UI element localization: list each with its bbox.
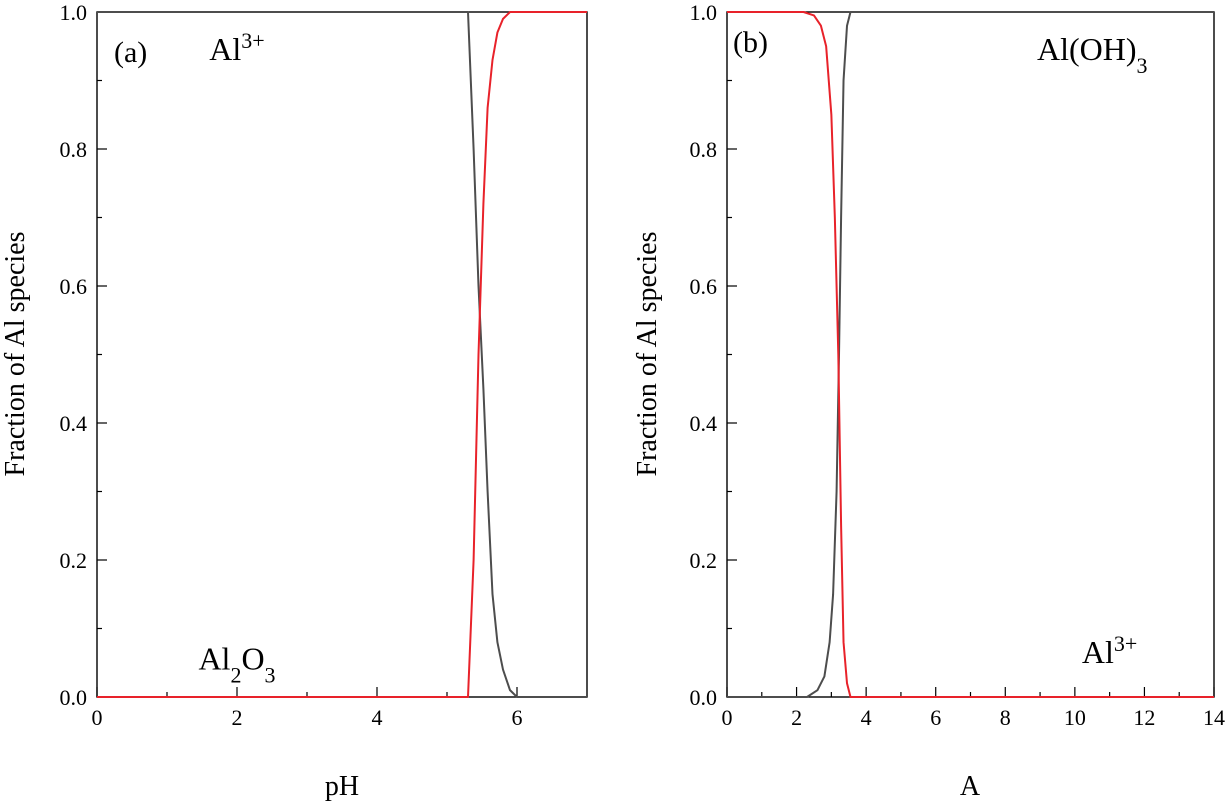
panel-b-lines: [727, 11, 1214, 698]
y-tick-label: 1.0: [690, 0, 718, 25]
panel-b-label: (b): [733, 26, 768, 59]
y-tick-label: 0.2: [60, 548, 88, 573]
x-tick-label: 14: [1203, 705, 1225, 730]
y-tick-label: 0.0: [690, 685, 718, 710]
panel-a-lines: [97, 11, 587, 698]
panel-a-label: (a): [114, 36, 147, 69]
x-tick-label: 12: [1133, 705, 1155, 730]
y-tick-label: 0.2: [690, 548, 718, 573]
series-line-0: [97, 11, 587, 698]
y-tick-label: 0.6: [690, 274, 718, 299]
panel-a-xlabel: pH: [325, 771, 359, 802]
x-tick-label: 4: [861, 705, 872, 730]
panel-a-ylabel: Fraction of Al species: [0, 232, 31, 477]
panel-a-frame: [96, 11, 588, 698]
panel-a-annotation-al3plus: Al3+: [209, 27, 264, 66]
x-tick-label: 4: [372, 705, 383, 730]
panel-a: 0 2 4 6 0.0 0.2 0.4 0.6 0.8 1.0 (a) Al3+ Al2O3 pH…: [0, 0, 588, 802]
panel-b: 0 2 4 6 8 10 12 14 0.0 0.2 0.4 0.6 0.8 1.0 (b) Al(OH)…: [632, 0, 1225, 802]
x-tick-label: 0: [92, 705, 103, 730]
x-tick-label: 6: [930, 705, 941, 730]
panel-b-ylabel: Fraction of Al species: [632, 232, 663, 477]
panel-b-annotation-al3plus: Al3+: [1082, 630, 1137, 670]
panel-b-ticks: 0 2 4 6 8 10 12 14 0.0 0.2 0.4 0.6 0.8 1.0: [690, 0, 1226, 730]
panel-a-ticks: 0 2 4 6 0.0 0.2 0.4 0.6 0.8 1.0: [60, 0, 523, 730]
panel-b-annotation-aloh3: Al(OH)3: [1037, 31, 1148, 77]
x-tick-label: 10: [1064, 705, 1086, 730]
y-tick-label: 0.8: [690, 137, 718, 162]
series-line-1: [97, 11, 587, 698]
y-tick-label: 1.0: [60, 0, 88, 25]
y-tick-label: 0.4: [690, 411, 718, 436]
panel-b-frame: [726, 11, 1215, 698]
x-tick-label: 2: [232, 705, 243, 730]
x-tick-label: 6: [512, 705, 523, 730]
y-tick-label: 0.6: [60, 274, 88, 299]
series-line-0: [727, 11, 1214, 698]
y-tick-label: 0.0: [60, 685, 88, 710]
x-tick-label: 2: [791, 705, 802, 730]
panel-b-xlabel: A: [960, 771, 981, 802]
series-line-1: [727, 11, 1214, 698]
panel-a-annotation-al2o3: Al2O3: [198, 641, 275, 688]
x-tick-label: 0: [722, 705, 733, 730]
y-tick-label: 0.8: [60, 137, 88, 162]
x-tick-label: 8: [1000, 705, 1011, 730]
y-tick-label: 0.4: [60, 411, 88, 436]
